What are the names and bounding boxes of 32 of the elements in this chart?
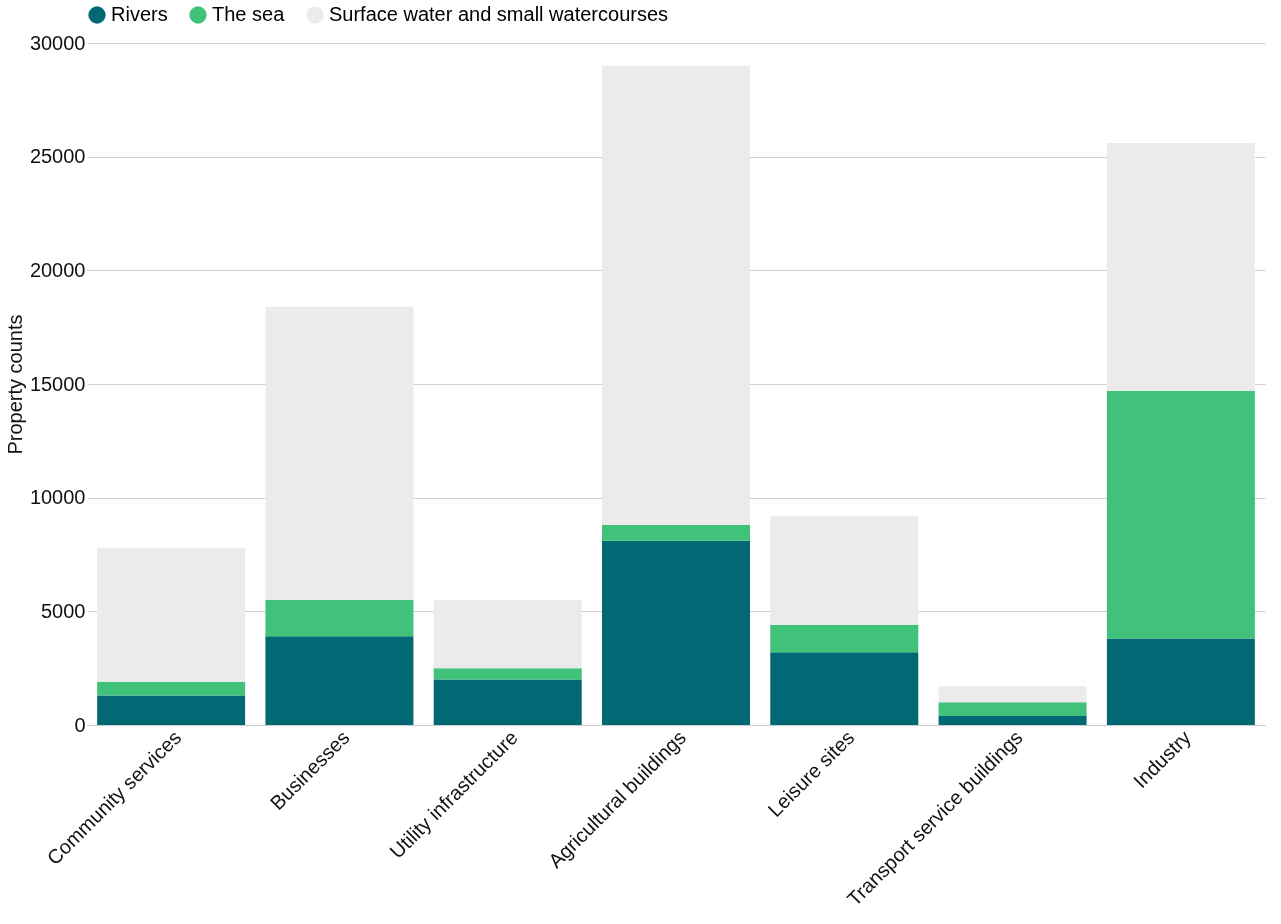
bar	[938, 686, 1087, 703]
y-axis-title: Property counts	[3, 314, 26, 455]
bar	[97, 695, 246, 725]
y-tick-label: 5000	[41, 599, 86, 622]
bar	[97, 547, 246, 682]
bar	[602, 65, 750, 525]
y-tick-label: 20000	[29, 258, 86, 281]
y-tick-label: 30000	[29, 31, 86, 54]
bar	[770, 624, 919, 653]
bar	[433, 599, 582, 669]
legend-label: Rivers	[111, 3, 168, 25]
y-tick-label: 25000	[29, 145, 86, 168]
bar	[602, 540, 750, 725]
bar	[1106, 143, 1255, 391]
bar	[433, 679, 582, 725]
bar	[265, 636, 414, 725]
y-tick-label: 10000	[29, 486, 86, 509]
bar	[770, 652, 919, 725]
bar	[938, 702, 1087, 716]
bar	[770, 515, 919, 625]
bar	[433, 668, 582, 680]
legend-label: Surface water and small watercourses	[329, 3, 669, 25]
bar	[1106, 390, 1255, 639]
bar	[97, 681, 246, 696]
bar	[938, 715, 1087, 725]
legend-label: The sea	[212, 3, 286, 25]
bar	[1106, 638, 1255, 725]
bar	[265, 599, 414, 637]
y-tick-label: 15000	[29, 372, 86, 395]
bar	[602, 524, 750, 541]
bar	[265, 306, 414, 600]
y-tick-label: 0	[74, 713, 86, 736]
